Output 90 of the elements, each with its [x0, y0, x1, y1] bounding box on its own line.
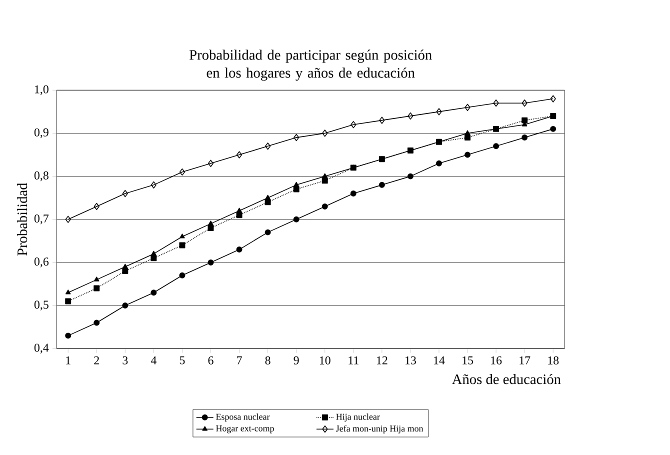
point — [550, 95, 556, 102]
point — [94, 285, 100, 292]
point — [150, 181, 156, 189]
point — [322, 130, 328, 137]
point — [522, 100, 528, 107]
x-tick-label: 7 — [237, 356, 242, 364]
point — [265, 194, 270, 200]
y-tick-label: 1,0 — [35, 85, 48, 96]
point — [150, 290, 157, 296]
point — [293, 186, 300, 192]
y-axis-title: Probabilidad — [17, 182, 28, 256]
x-tick-label: 12 — [377, 356, 388, 364]
point — [122, 268, 128, 274]
point — [464, 104, 470, 112]
x-tick-label: 3 — [122, 356, 128, 364]
point — [179, 168, 186, 176]
point — [550, 126, 556, 132]
legend-label: Hija nuclear — [336, 414, 380, 422]
point — [208, 220, 214, 226]
point — [65, 216, 71, 224]
x-tick-label: 2 — [94, 356, 99, 364]
point — [522, 134, 528, 141]
point — [236, 246, 242, 253]
point — [179, 272, 186, 278]
point — [293, 216, 300, 222]
point — [122, 302, 128, 309]
legend-label: Jefa mon-unip Hija mon — [336, 425, 424, 434]
x-axis-title: Años de educación — [452, 374, 561, 384]
point — [378, 182, 385, 188]
point — [236, 151, 242, 158]
point — [322, 178, 328, 184]
y-tick-label: 0,4 — [34, 344, 49, 354]
legend-label: Esposa nuclear — [216, 414, 270, 422]
point — [236, 212, 242, 218]
point — [122, 264, 128, 269]
point — [122, 190, 128, 198]
y-tick-label: 0,6 — [34, 258, 49, 268]
point — [151, 250, 156, 256]
point — [322, 173, 328, 178]
y-tick-label: 0,7 — [34, 214, 49, 224]
x-tick-label: 18 — [548, 356, 559, 364]
legend-label: Hogar ext-comp — [216, 425, 274, 434]
point — [322, 204, 328, 210]
point — [208, 260, 214, 266]
x-tick-label: 14 — [434, 356, 445, 364]
point — [464, 152, 471, 158]
point — [436, 108, 442, 116]
x-tick-label: 11 — [348, 356, 358, 364]
point — [294, 182, 299, 187]
x-tick-label: 16 — [491, 356, 502, 364]
point — [150, 255, 157, 262]
point — [350, 190, 356, 197]
x-tick-label: 6 — [208, 356, 214, 364]
point — [179, 242, 186, 248]
x-tick-label: 13 — [406, 356, 416, 364]
point — [94, 276, 100, 282]
point — [65, 332, 72, 339]
point — [464, 130, 470, 135]
point — [436, 160, 442, 166]
x-tick-label: 1 — [66, 356, 70, 364]
point — [264, 199, 271, 206]
point — [493, 143, 500, 150]
point — [236, 208, 242, 213]
point — [65, 298, 72, 304]
point — [294, 134, 300, 142]
point — [180, 234, 185, 238]
x-tick-label: 8 — [265, 356, 270, 364]
point — [407, 173, 414, 180]
y-tick-label: 0,9 — [34, 128, 48, 138]
point — [65, 290, 71, 294]
x-tick-label: 9 — [294, 356, 299, 364]
point — [493, 100, 499, 107]
x-tick-label: 4 — [150, 356, 156, 364]
point — [350, 121, 356, 128]
point — [94, 320, 100, 326]
y-tick-label: 0,8 — [34, 171, 48, 182]
point — [208, 160, 214, 168]
point — [464, 134, 471, 141]
point — [265, 142, 271, 150]
point — [522, 117, 528, 124]
x-tick-label: 17 — [520, 356, 530, 364]
x-tick-label: 15 — [462, 356, 474, 364]
point — [408, 112, 414, 120]
x-tick-label: 5 — [180, 356, 185, 364]
point — [94, 202, 100, 210]
x-tick-label: 10 — [320, 356, 330, 364]
y-tick-label: 0,5 — [34, 300, 48, 310]
point — [264, 229, 271, 236]
point — [379, 116, 385, 124]
chart-title: Probabilidad de participar según posición en los hogares y años de educación — [190, 50, 432, 81]
